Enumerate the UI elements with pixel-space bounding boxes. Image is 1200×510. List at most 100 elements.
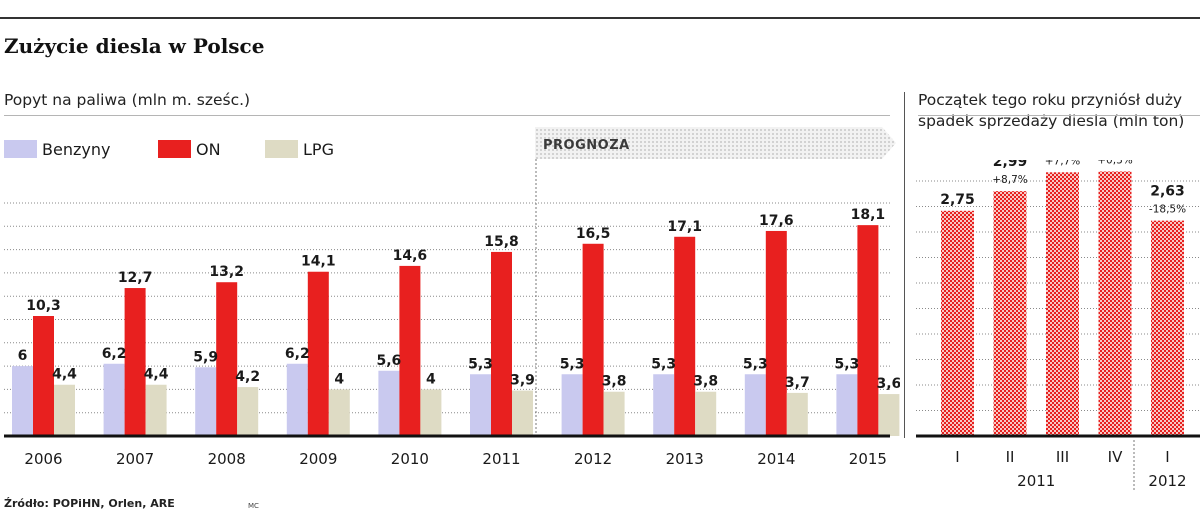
top-rule (0, 17, 1200, 19)
bar-on-2011 (491, 251, 512, 436)
tick-label-2009: 2009 (299, 450, 337, 468)
right-bars (941, 171, 1184, 436)
bar-on-2009 (307, 271, 329, 436)
year-label-2011: 2011 (1017, 472, 1055, 490)
value-label-lpg-2008: 4,2 (235, 369, 260, 385)
value-label-lpg-2012: 3,8 (602, 374, 627, 390)
value-label-on-2013: 17,1 (667, 219, 702, 235)
bar-i-2012 (1151, 220, 1184, 436)
tick-label-2008: 2008 (208, 450, 246, 468)
bar-benzyny-2014 (744, 374, 766, 436)
value-label-on-2012: 16,5 (576, 226, 611, 242)
tick-label-i-2012: I (1165, 448, 1169, 466)
value-label-lpg-2014: 3,7 (785, 375, 810, 391)
value-label-lpg-2006: 4,4 (52, 367, 77, 383)
value-label-on-2007: 12,7 (118, 270, 153, 286)
fuel-demand-chart: PROGNOZA 6 10,3 4,4 6,2 12,7 4,4 5,9 13,2 4,2 6,2… (4, 127, 900, 468)
change-label-iv-2011: +0,3% (1097, 160, 1132, 166)
change-label-i-2012: -18,5% (1149, 204, 1186, 216)
bar-benzyny-2006 (12, 366, 33, 436)
tick-label-i-2011: I (955, 448, 959, 466)
tick-label-iv-2011: IV (1108, 448, 1123, 466)
forecast-arrow (535, 127, 896, 159)
bar-on-2008 (216, 282, 238, 436)
bar-benzyny-2008 (195, 367, 217, 436)
bar-lpg-2007 (145, 384, 167, 436)
bar-on-2006 (33, 316, 54, 436)
bar-lpg-2008 (237, 387, 259, 436)
bar-benzyny-2012 (561, 374, 583, 436)
value-label-benzyny-2013: 5,3 (651, 356, 676, 372)
value-label-benzyny-2010: 5,6 (376, 353, 401, 369)
value-label-benzyny-2014: 5,3 (743, 356, 768, 372)
value-label-ii-2011: 2,99 (993, 160, 1028, 170)
value-label-lpg-2015: 3,6 (876, 376, 900, 392)
left-bars (12, 225, 900, 436)
value-label-lpg-2010: 4 (426, 371, 436, 387)
panel-divider (904, 92, 905, 438)
bar-benzyny-2011 (470, 374, 491, 436)
forecast-label: PROGNOZA (543, 138, 630, 153)
value-label-lpg-2011: 3,9 (510, 373, 535, 389)
change-label-ii-2011: +8,7% (992, 174, 1027, 186)
tick-label-2007: 2007 (116, 450, 154, 468)
bar-lpg-2014 (786, 392, 808, 436)
bar-benzyny-2010 (378, 370, 400, 436)
legend-swatch-on (158, 140, 191, 158)
value-label-i-2012: 2,63 (1150, 184, 1185, 200)
right-subtitle-rule (918, 115, 1200, 116)
bar-benzyny-2009 (286, 363, 308, 436)
bar-on-2007 (124, 288, 146, 436)
value-label-lpg-2007: 4,4 (144, 367, 169, 383)
bar-on-2014 (765, 230, 787, 436)
tick-label-2014: 2014 (757, 450, 795, 468)
bar-lpg-2011 (512, 390, 533, 436)
tick-label-2011: 2011 (482, 450, 520, 468)
legend-label-benzyny: Benzyny (42, 140, 111, 159)
value-label-on-2009: 14,1 (301, 254, 336, 270)
tick-label-iii-2011: III (1056, 448, 1069, 466)
tick-label-2015: 2015 (849, 450, 887, 468)
legend-swatch-lpg (265, 140, 298, 158)
value-label-lpg-2013: 3,8 (693, 374, 718, 390)
year-label-2012: 2012 (1148, 472, 1186, 490)
tick-label-2010: 2010 (391, 450, 429, 468)
bar-benzyny-2007 (103, 363, 125, 436)
value-label-benzyny-2012: 5,3 (560, 356, 585, 372)
bar-lpg-2006 (54, 384, 75, 436)
bar-benzyny-2015 (836, 374, 858, 436)
value-label-i-2011: 2,75 (940, 192, 975, 208)
bar-on-2015 (857, 225, 879, 436)
tick-label-2006: 2006 (24, 450, 62, 468)
author-credit: MC (248, 502, 259, 510)
bar-lpg-2012 (603, 391, 625, 436)
left-value-labels: 6 10,3 4,4 6,2 12,7 4,4 5,9 13,2 4,2 6,2 14,1 4 5,6 1… (18, 207, 900, 392)
bar-on-2012 (582, 243, 604, 436)
right-value-labels: 2,752,99+8,7%3,22+7,7%3,23+0,3%2,63-18,5… (940, 160, 1186, 216)
value-label-benzyny-2008: 5,9 (193, 349, 218, 365)
change-label-iii-2011: +7,7% (1045, 160, 1080, 167)
left-tick-labels: 2006 2007 2008 2009 2010 2011 2012 2013 2014 2015 (24, 450, 887, 468)
value-label-lpg-2009: 4 (334, 371, 344, 387)
value-label-on-2010: 14,6 (393, 248, 428, 264)
right-year-labels: 2011 2012 (1017, 472, 1186, 490)
chart-title: Zużycie diesla w Polsce (4, 34, 265, 58)
bar-lpg-2009 (328, 389, 350, 436)
value-label-benzyny-2006: 6 (18, 348, 28, 364)
legend-label-lpg: LPG (303, 140, 334, 159)
left-subtitle-rule (4, 115, 890, 116)
value-label-on-2015: 18,1 (851, 207, 886, 223)
tick-label-ii-2011: II (1006, 448, 1015, 466)
bar-lpg-2015 (878, 394, 900, 436)
value-label-on-2014: 17,6 (759, 213, 794, 229)
left-chart-subtitle: Popyt na paliwa (mln m. sześc.) (4, 91, 251, 109)
value-label-benzyny-2015: 5,3 (834, 356, 859, 372)
value-label-benzyny-2009: 6,2 (285, 346, 310, 362)
bar-benzyny-2013 (653, 374, 675, 436)
bar-lpg-2013 (695, 391, 717, 436)
source-note: Źródło: POPiHN, Orlen, ARE (4, 497, 175, 510)
tick-label-2013: 2013 (666, 450, 704, 468)
legend-label-on: ON (196, 140, 221, 159)
right-chart-subtitle: Początek tego roku przyniósł duży spadek… (918, 91, 1185, 130)
value-label-benzyny-2007: 6,2 (102, 346, 127, 362)
